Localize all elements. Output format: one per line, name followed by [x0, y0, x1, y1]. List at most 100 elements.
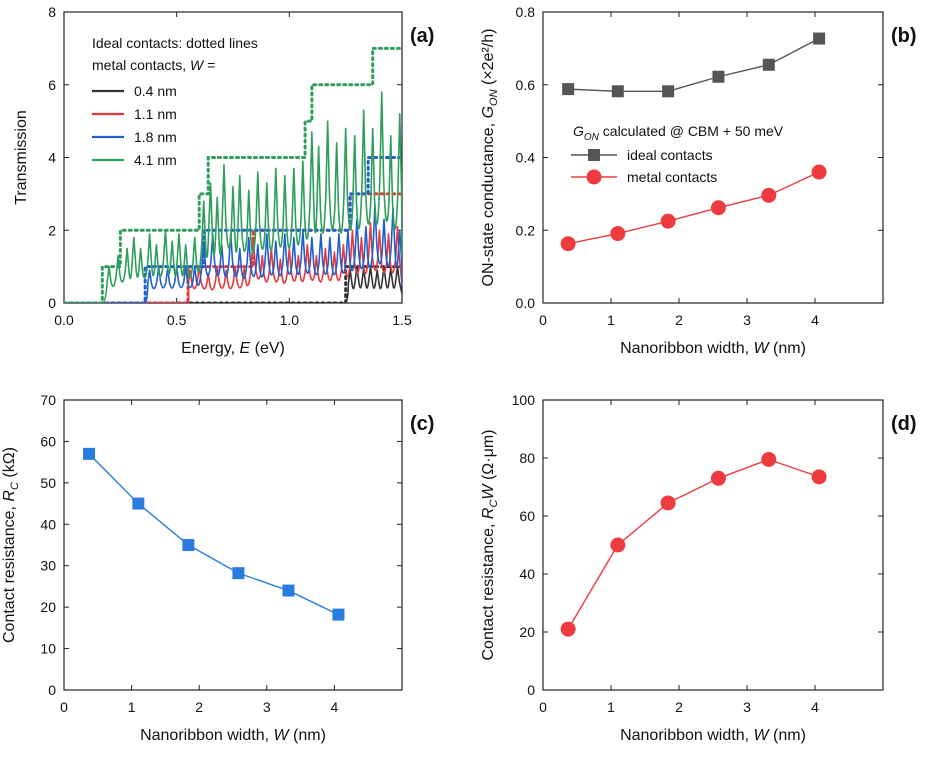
y-tick-label: 2: [48, 222, 56, 238]
x-tick-label: 4: [331, 699, 339, 715]
data-point: [562, 83, 575, 96]
y-tick-label: 0.4: [516, 150, 536, 166]
x-axis-label-variable: W: [753, 727, 770, 744]
data-point: [811, 164, 827, 180]
plot-area-b: [568, 37, 820, 245]
data-point: [282, 584, 295, 597]
data-point: [662, 85, 675, 98]
y-axis-label-subscript: ON: [488, 89, 500, 106]
x-tick-label: 0: [60, 699, 68, 715]
x-axis-label-variable: W: [753, 340, 770, 357]
data-point: [560, 236, 576, 252]
x-axis-label-unit: (nm): [773, 340, 806, 357]
y-axis-label-variable: R: [1, 490, 18, 502]
x-axis-label-variable: W: [273, 727, 290, 744]
y-axis-label: Contact resistance, RC (kΩ): [1, 447, 21, 643]
legend-entry: ideal contacts: [627, 147, 713, 163]
data-point: [761, 187, 777, 203]
annotation-subscript: ON: [584, 132, 600, 143]
y-tick-label: 0: [48, 682, 56, 698]
legend-entry: 4.1 nm: [134, 152, 177, 168]
y-axis-label-unit: (×2e²/h): [480, 29, 497, 85]
x-tick-label: 2: [195, 699, 203, 715]
x-axis-label-unit: (eV): [255, 340, 285, 357]
y-tick-label: 100: [512, 392, 536, 408]
x-tick-label: 0.0: [54, 312, 74, 328]
data-point: [182, 539, 195, 551]
data-point: [660, 213, 676, 229]
y-tick-label: 40: [40, 516, 56, 532]
legend-title-equals: =: [207, 57, 215, 73]
data-point: [710, 200, 726, 216]
series-line: [567, 458, 820, 630]
y-axis-label-subscript: C: [488, 500, 500, 508]
x-tick-label: 0: [539, 699, 547, 715]
data-point: [811, 469, 827, 485]
y-tick-label: 20: [519, 624, 535, 640]
x-tick-label: 3: [263, 699, 271, 715]
x-axis-label-text: Nanoribbon width,: [620, 340, 749, 357]
panel-label-d: (d): [891, 413, 917, 435]
plot-area-c: [88, 453, 339, 616]
series-line: [88, 453, 339, 616]
panel-label-c: (c): [410, 413, 434, 435]
y-tick-label: 70: [40, 392, 56, 408]
x-tick-label: 1: [607, 312, 615, 328]
legend-swatch-marker: [586, 169, 602, 185]
plot-area-d: [567, 458, 820, 630]
y-tick-label: 0: [48, 295, 56, 311]
y-tick-label: 10: [40, 641, 56, 657]
panel-c-frame: [63, 399, 403, 691]
y-axis-label-text: ON-state conductance,: [480, 123, 497, 287]
legend-swatch-marker: [588, 149, 600, 161]
plot-area-a: [64, 46, 402, 303]
x-axis-label-text: Nanoribbon width,: [140, 727, 269, 744]
y-tick-label: 0.8: [516, 4, 536, 20]
y-axis-label: ON-state conductance, GON (×2e²/h): [480, 29, 500, 287]
data-point: [813, 32, 826, 45]
legend-entry: metal contacts: [627, 169, 717, 185]
x-tick-label: 1.0: [280, 312, 300, 328]
ideal-transmission-04nmnm: [64, 265, 402, 303]
y-axis-label-subscript: C: [9, 482, 21, 490]
y-tick-label: 0.2: [516, 222, 536, 238]
x-axis-label-unit: (nm): [773, 727, 806, 744]
y-axis-label: Contact resistance, RCW (Ω·μm): [480, 430, 500, 661]
x-tick-label: 0: [539, 312, 547, 328]
x-axis-label: Nanoribbon width, W (nm): [140, 727, 326, 744]
y-axis-label-unit: (Ω·μm): [480, 430, 497, 481]
x-axis-label-unit: (nm): [293, 727, 326, 744]
data-point: [610, 226, 626, 242]
x-axis-label: Nanoribbon width, W (nm): [620, 727, 806, 744]
y-axis-label-unit: (kΩ): [1, 447, 18, 478]
annotation-text: calculated @ CBM + 50 meV: [599, 123, 784, 139]
y-tick-label: 8: [48, 4, 56, 20]
metal-transmission-41nmnm: [64, 91, 402, 303]
x-tick-label: 1: [607, 699, 615, 715]
metal-transmission-18nmnm: [64, 203, 402, 303]
ideal-transmission-18nmnm: [64, 156, 402, 303]
y-tick-label: 50: [40, 475, 56, 491]
y-axis-label-variable-2: W: [480, 483, 497, 500]
y-tick-label: 4: [48, 150, 56, 166]
y-axis-label-text: Contact resistance,: [1, 506, 18, 643]
data-point: [761, 451, 777, 467]
y-tick-label: 0.0: [516, 295, 536, 311]
data-point: [83, 447, 96, 460]
x-axis-label: Energy, E (eV): [181, 340, 285, 357]
legend-title-metal: metal contacts, W =: [92, 57, 215, 73]
data-point: [660, 495, 676, 511]
y-tick-label: 0.6: [516, 77, 536, 93]
y-axis-label-text: Contact resistance,: [480, 524, 497, 661]
y-axis-label-variable: R: [480, 507, 497, 519]
data-point: [712, 70, 725, 83]
y-tick-label: 6: [48, 77, 56, 93]
x-tick-label: 0.5: [167, 312, 187, 328]
data-point: [332, 608, 345, 621]
x-tick-label: 2: [675, 699, 683, 715]
x-tick-label: 3: [743, 312, 751, 328]
panel-label-a: (a): [410, 25, 434, 47]
panel-label-b: (b): [891, 25, 917, 47]
series-line: [568, 171, 820, 245]
